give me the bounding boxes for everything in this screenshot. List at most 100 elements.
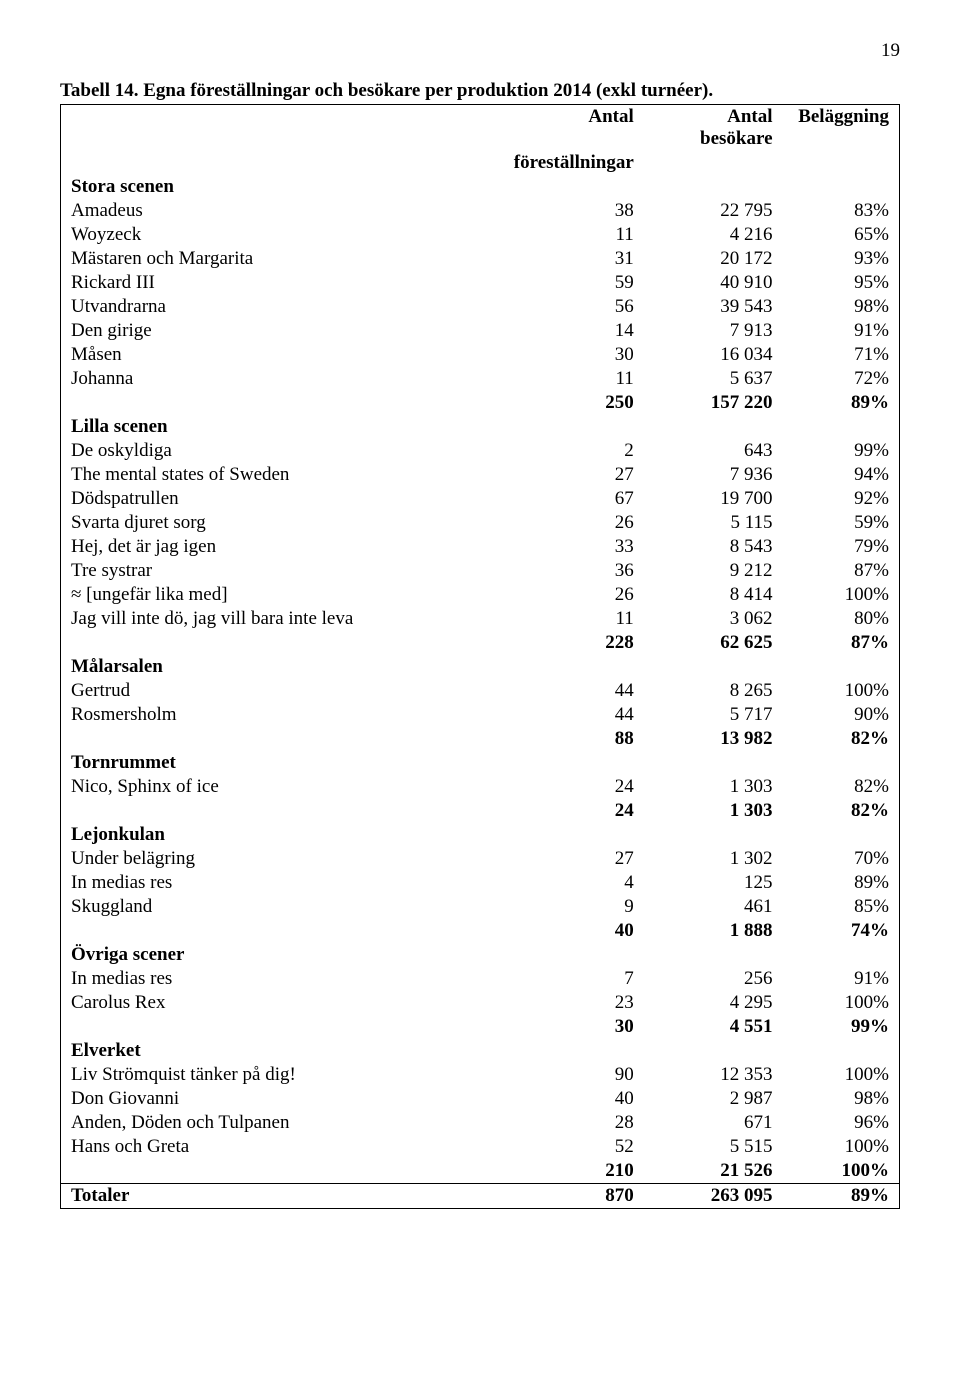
subtotal-antal: 24 [504, 799, 644, 823]
row-name: Anden, Döden och Tulpanen [61, 1111, 504, 1135]
row-name: Hans och Greta [61, 1135, 504, 1159]
section-header: Lejonkulan [61, 823, 900, 847]
subtotal-belaggning: 74% [783, 919, 900, 943]
row-name: Den girige [61, 319, 504, 343]
subtotal-besokare: 13 982 [644, 727, 783, 751]
row-antal: 11 [504, 223, 644, 247]
table-row: Skuggland946185% [61, 895, 900, 919]
table-row: ≈ [ungefär lika med]268 414100% [61, 583, 900, 607]
section-header: Elverket [61, 1039, 900, 1063]
row-besokare: 671 [644, 1111, 783, 1135]
row-antal: 26 [504, 511, 644, 535]
row-name: Rickard III [61, 271, 504, 295]
row-belaggning: 100% [783, 679, 900, 703]
row-besokare: 1 303 [644, 775, 783, 799]
row-name: Amadeus [61, 199, 504, 223]
row-besokare: 5 515 [644, 1135, 783, 1159]
row-belaggning: 87% [783, 559, 900, 583]
row-name: Johanna [61, 367, 504, 391]
section-title: Övriga scener [61, 943, 900, 967]
row-besokare: 8 414 [644, 583, 783, 607]
row-name: The mental states of Sweden [61, 463, 504, 487]
row-antal: 26 [504, 583, 644, 607]
row-antal: 27 [504, 847, 644, 871]
row-belaggning: 82% [783, 775, 900, 799]
row-name: De oskyldiga [61, 439, 504, 463]
row-name: Nico, Sphinx of ice [61, 775, 504, 799]
subtotal-belaggning: 82% [783, 727, 900, 751]
row-besokare: 8 543 [644, 535, 783, 559]
row-antal: 9 [504, 895, 644, 919]
table-row: In medias res725691% [61, 967, 900, 991]
row-besokare: 7 913 [644, 319, 783, 343]
row-besokare: 19 700 [644, 487, 783, 511]
row-name: Utvandrarna [61, 295, 504, 319]
subtotal-row: 241 30382% [61, 799, 900, 823]
table-row: Tre systrar369 21287% [61, 559, 900, 583]
row-belaggning: 79% [783, 535, 900, 559]
row-name: Jag vill inte dö, jag vill bara inte lev… [61, 607, 504, 631]
row-belaggning: 80% [783, 607, 900, 631]
table-row: Gertrud448 265100% [61, 679, 900, 703]
row-besokare: 7 936 [644, 463, 783, 487]
subtotal-row: 22862 62587% [61, 631, 900, 655]
header-blank [61, 105, 504, 152]
row-antal: 90 [504, 1063, 644, 1087]
row-name: Tre systrar [61, 559, 504, 583]
table-row: De oskyldiga264399% [61, 439, 900, 463]
total-row: Totaler870263 09589% [61, 1184, 900, 1209]
table-row: Amadeus3822 79583% [61, 199, 900, 223]
table-row: Under belägring271 30270% [61, 847, 900, 871]
row-antal: 33 [504, 535, 644, 559]
section-header: Målarsalen [61, 655, 900, 679]
row-besokare: 1 302 [644, 847, 783, 871]
row-besokare: 12 353 [644, 1063, 783, 1087]
header-belaggning: Beläggning [783, 105, 900, 152]
row-antal: 44 [504, 703, 644, 727]
row-name: Dödspatrullen [61, 487, 504, 511]
row-name: Svarta djuret sorg [61, 511, 504, 535]
row-besokare: 40 910 [644, 271, 783, 295]
row-antal: 36 [504, 559, 644, 583]
section-title: Målarsalen [61, 655, 900, 679]
row-name: Måsen [61, 343, 504, 367]
row-belaggning: 89% [783, 871, 900, 895]
row-name: Carolus Rex [61, 991, 504, 1015]
table-row: Mästaren och Margarita3120 17293% [61, 247, 900, 271]
row-belaggning: 65% [783, 223, 900, 247]
table-row: Rosmersholm445 71790% [61, 703, 900, 727]
row-antal: 11 [504, 367, 644, 391]
row-besokare: 643 [644, 439, 783, 463]
row-antal: 2 [504, 439, 644, 463]
table-row: Rickard III5940 91095% [61, 271, 900, 295]
row-besokare: 3 062 [644, 607, 783, 631]
subtotal-blank [61, 631, 504, 655]
table-row: Don Giovanni402 98798% [61, 1087, 900, 1111]
row-besokare: 8 265 [644, 679, 783, 703]
subtotal-row: 21021 526100% [61, 1159, 900, 1184]
subtotal-belaggning: 99% [783, 1015, 900, 1039]
subtotal-belaggning: 89% [783, 391, 900, 415]
table-row: In medias res412589% [61, 871, 900, 895]
row-antal: 52 [504, 1135, 644, 1159]
row-name: In medias res [61, 871, 504, 895]
subtotal-blank [61, 727, 504, 751]
table-row: Svarta djuret sorg265 11559% [61, 511, 900, 535]
row-belaggning: 92% [783, 487, 900, 511]
table-row: Anden, Döden och Tulpanen2867196% [61, 1111, 900, 1135]
page-number: 19 [60, 40, 900, 62]
row-belaggning: 72% [783, 367, 900, 391]
row-belaggning: 96% [783, 1111, 900, 1135]
table-row: Den girige147 91391% [61, 319, 900, 343]
row-belaggning: 94% [783, 463, 900, 487]
header-besokare: Antal besökare [644, 105, 783, 152]
subtotal-belaggning: 82% [783, 799, 900, 823]
section-title: Lejonkulan [61, 823, 900, 847]
header-antal-bot: föreställningar [504, 151, 644, 175]
table-row: Jag vill inte dö, jag vill bara inte lev… [61, 607, 900, 631]
row-antal: 31 [504, 247, 644, 271]
row-belaggning: 100% [783, 1135, 900, 1159]
row-belaggning: 98% [783, 295, 900, 319]
table-row: Utvandrarna5639 54398% [61, 295, 900, 319]
row-belaggning: 99% [783, 439, 900, 463]
